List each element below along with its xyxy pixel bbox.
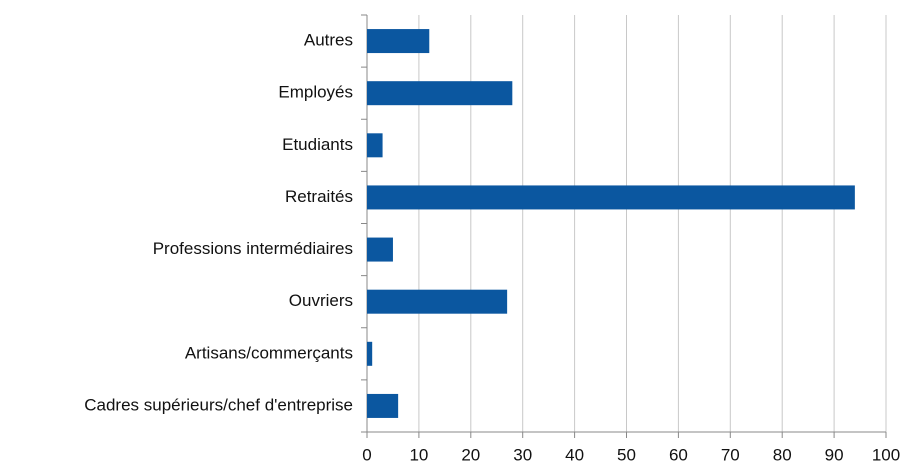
y-tick-label: Employés: [278, 83, 353, 102]
x-tick-label: 20: [461, 445, 480, 464]
bar: [367, 133, 383, 158]
y-tick-label: Ouvriers: [289, 291, 353, 310]
bar: [367, 289, 508, 314]
bar: [367, 237, 393, 262]
x-tick-label: 0: [362, 445, 371, 464]
x-tick-label: 40: [565, 445, 584, 464]
x-tick-label: 70: [721, 445, 740, 464]
y-tick-label: Retraités: [285, 187, 353, 206]
bar: [367, 341, 373, 366]
x-tick-label: 30: [513, 445, 532, 464]
y-tick-label: Professions intermédiaires: [153, 239, 353, 258]
bar: [367, 393, 399, 418]
y-tick-label: Cadres supérieurs/chef d'entreprise: [84, 395, 353, 414]
bar: [367, 185, 855, 210]
x-tick-label: 10: [409, 445, 428, 464]
y-tick-label: Artisans/commerçants: [185, 343, 353, 362]
y-tick-label: Etudiants: [282, 135, 353, 154]
y-tick-label: Autres: [304, 31, 353, 50]
x-tick-label: 60: [669, 445, 688, 464]
x-tick-label: 90: [825, 445, 844, 464]
bar: [367, 29, 430, 54]
x-tick-label: 80: [773, 445, 792, 464]
bar: [367, 81, 513, 106]
x-tick-label: 100: [872, 445, 900, 464]
x-tick-label: 50: [617, 445, 636, 464]
